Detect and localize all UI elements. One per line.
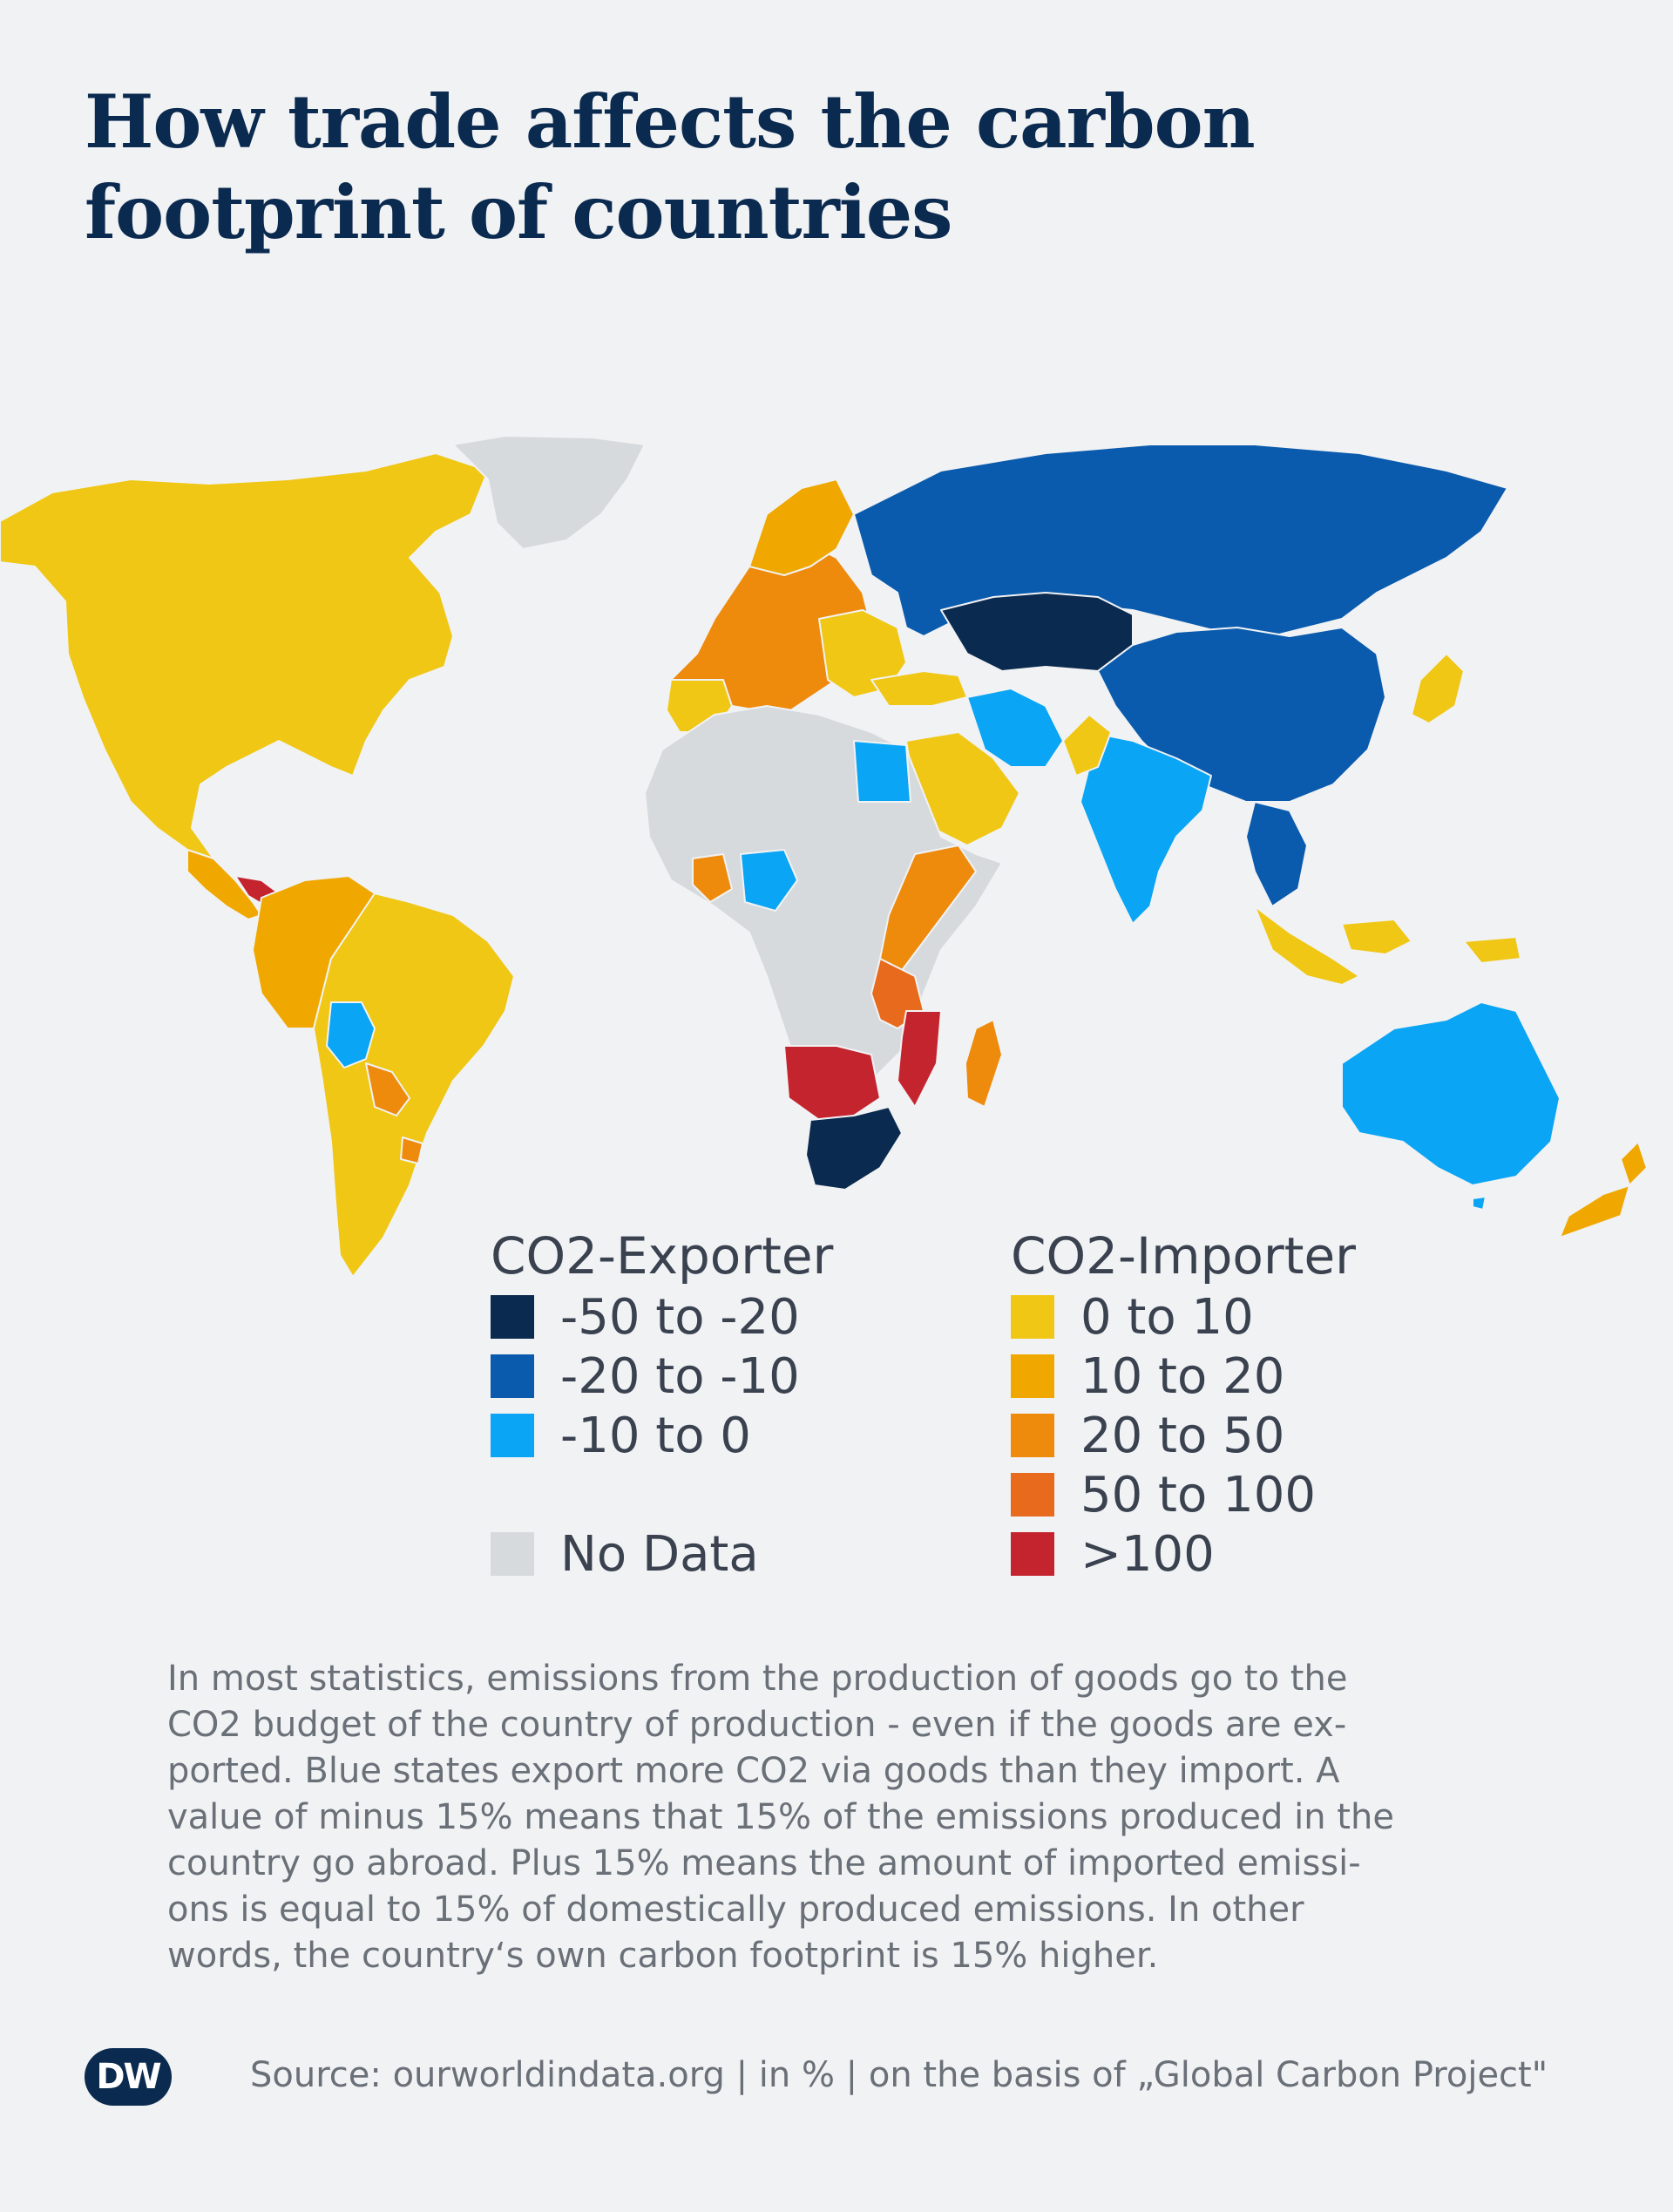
legend-importer-swatch-3 [1011,1473,1054,1517]
legend-importer-label-1: 10 to 20 [1080,1347,1285,1405]
region-east-africa [879,845,977,977]
page-title: How trade affects the carbon footprint o… [85,78,1256,255]
legend-importer-item-2: 20 to 50 [1011,1406,1356,1465]
legend-exporter: CO2-Exporter -50 to -20 -20 to -10 -10 to … [491,1225,833,1584]
legend-importer-label-0: 0 to 10 [1080,1288,1254,1346]
region-pakistan [1062,714,1112,777]
region-greenland [452,435,646,550]
region-south-africa [805,1106,903,1191]
region-madagascar [965,1019,1003,1108]
legend-exporter-item-0: -50 to -20 [491,1287,833,1347]
region-new-zealand [1559,1141,1648,1238]
region-west-africa [692,853,733,903]
legend-importer-item-4: >100 [1011,1524,1356,1584]
legend-importer-swatch-2 [1011,1414,1054,1457]
region-paraguay [365,1062,410,1116]
dw-logo: DW [85,2048,172,2106]
legend-importer-item-1: 10 to 20 [1011,1347,1356,1406]
region-south-america [313,892,515,1278]
legend-importer-swatch-4 [1011,1532,1054,1576]
legend-exporter-heading: CO2-Exporter [491,1226,834,1286]
legend-importer-swatch-0 [1011,1295,1054,1339]
source-credit: Source: ourworldindata.org | in % | on t… [250,2055,1548,2095]
region-india [1080,731,1212,925]
region-bolivia [326,1001,376,1069]
explanatory-note: In most statistics, emissions from the p… [167,1659,1394,1976]
legend-exporter-label-2: -10 to 0 [560,1407,751,1464]
legend-item-no-data: No Data [491,1524,833,1584]
legend-importer-item-3: 50 to 100 [1011,1465,1356,1524]
region-namibia-botswana [783,1045,881,1121]
legend-importer-heading: CO2-Importer [1011,1226,1357,1286]
legend-importer-swatch-1 [1011,1354,1054,1398]
legend-exporter-item-1: -20 to -10 [491,1347,833,1406]
legend-importer: CO2-Importer 0 to 10 10 to 20 20 to 50 50 t… [1011,1225,1356,1584]
region-uruguay [400,1137,423,1164]
region-australia [1341,1001,1561,1186]
region-egypt [853,740,911,803]
legend-importer-label-4: >100 [1080,1525,1215,1583]
region-iran [966,688,1064,768]
legend-exporter-swatch-0 [491,1295,534,1339]
legend-importer-item-0: 0 to 10 [1011,1287,1356,1347]
region-kazakhstan [940,592,1134,672]
legend-exporter-item-2: -10 to 0 [491,1406,833,1465]
region-indonesia [1254,906,1521,986]
region-tasmania [1472,1196,1487,1211]
legend-exporter-label-1: -20 to -10 [560,1347,800,1405]
legend-importer-label-2: 20 to 50 [1080,1407,1285,1464]
region-japan [1411,653,1465,724]
footer: DW Source: ourworldindata.org | in % | o… [85,2048,1618,2118]
region-russia [853,444,1508,637]
region-southeast-asia [1245,801,1308,907]
world-map [0,435,1648,1278]
legend-exporter-label-0: -50 to -20 [560,1288,800,1346]
legend-exporter-swatch-2 [491,1414,534,1457]
legend-label-no-data: No Data [560,1525,759,1583]
legend-swatch-no-data [491,1532,534,1576]
legend-importer-label-3: 50 to 100 [1080,1466,1316,1523]
region-north-america [0,452,489,859]
legend-exporter-swatch-1 [491,1354,534,1398]
region-central-america [186,849,262,920]
region-mozambique [897,1010,942,1108]
region-nigeria [740,849,798,912]
